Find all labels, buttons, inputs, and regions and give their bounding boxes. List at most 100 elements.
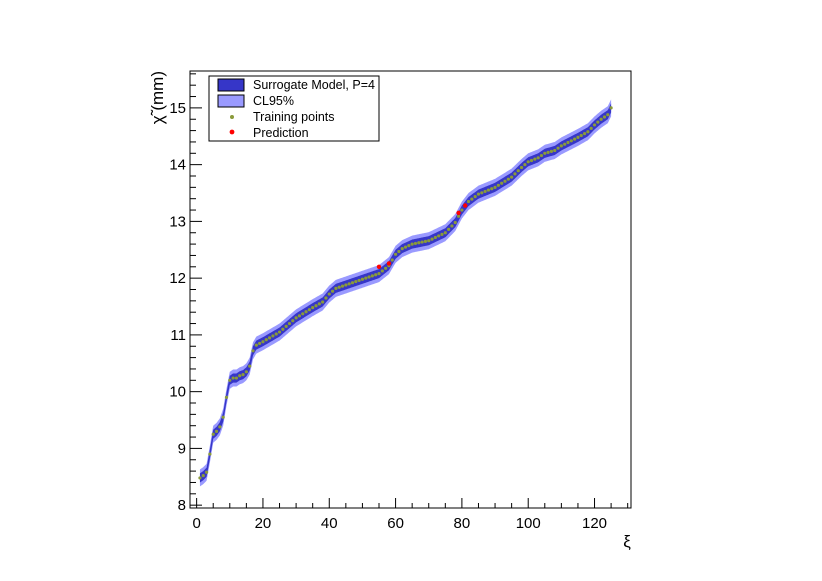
x-axis: 0 20 40 60 80 100 120 xyxy=(192,498,629,532)
training-point xyxy=(254,343,258,347)
training-point xyxy=(218,425,222,429)
y-tick-label: 14 xyxy=(169,157,186,174)
legend-marker-training xyxy=(230,115,234,119)
legend-label-surrogate-model: Surrogate Model, P=4 xyxy=(253,78,375,92)
training-point xyxy=(211,432,215,436)
training-point xyxy=(420,240,424,244)
training-point xyxy=(354,279,358,284)
training-point xyxy=(364,276,368,280)
prediction-point xyxy=(386,261,392,266)
training-point xyxy=(579,133,583,138)
training-point xyxy=(204,470,209,474)
training-point xyxy=(450,224,454,228)
training-point xyxy=(367,275,371,279)
training-point xyxy=(304,310,308,314)
training-point xyxy=(476,192,481,196)
training-point xyxy=(559,144,563,148)
training-point xyxy=(344,283,348,287)
y-tick-label: 12 xyxy=(169,270,186,287)
training-point xyxy=(317,302,321,306)
training-point xyxy=(430,237,434,241)
training-point xyxy=(417,241,421,245)
training-point xyxy=(244,370,248,374)
training-point xyxy=(360,277,365,281)
training-point xyxy=(483,189,487,194)
training-point xyxy=(496,183,500,187)
training-point xyxy=(460,208,464,212)
training-point xyxy=(340,284,345,288)
legend-label-prediction: Prediction xyxy=(253,126,309,140)
training-point xyxy=(277,330,282,334)
training-point xyxy=(523,163,527,167)
training-point xyxy=(569,139,573,143)
training-point xyxy=(589,126,593,130)
training-point xyxy=(238,374,242,378)
training-point xyxy=(324,296,328,300)
y-tick-label: 8 xyxy=(178,497,186,514)
training-point xyxy=(231,376,235,380)
training-point xyxy=(221,415,225,419)
training-point xyxy=(380,269,384,273)
training-point xyxy=(281,327,285,331)
training-point xyxy=(440,232,444,236)
y-tick-label: 10 xyxy=(169,384,186,401)
training-point xyxy=(314,304,318,308)
training-point xyxy=(427,239,431,243)
training-point xyxy=(539,153,544,158)
training-point xyxy=(330,289,335,293)
training-point xyxy=(400,247,404,251)
legend-label-training: Training points xyxy=(253,110,335,124)
training-points xyxy=(198,106,613,480)
training-point xyxy=(258,341,262,346)
training-point xyxy=(201,474,205,478)
training-point xyxy=(536,156,540,160)
training-point xyxy=(592,123,597,127)
training-point xyxy=(357,278,361,283)
training-point xyxy=(334,286,338,290)
training-point xyxy=(228,378,232,382)
training-point xyxy=(543,151,547,155)
training-point xyxy=(377,272,381,276)
training-point xyxy=(516,169,520,173)
training-point xyxy=(556,146,560,150)
training-point xyxy=(347,282,351,286)
x-tick-label: 0 xyxy=(192,515,200,532)
training-point xyxy=(407,244,411,248)
training-point xyxy=(264,338,268,342)
training-point xyxy=(586,130,590,134)
training-point xyxy=(311,306,315,310)
training-point xyxy=(533,157,537,161)
y-axis-title: χ̃ (mm) xyxy=(148,71,167,124)
training-point xyxy=(566,140,570,145)
training-point xyxy=(529,158,534,163)
training-point xyxy=(234,376,239,380)
training-point xyxy=(271,334,275,338)
training-point xyxy=(267,336,272,340)
training-point xyxy=(274,332,278,336)
x-tick-label: 60 xyxy=(387,515,404,532)
y-axis: 8 9 10 11 12 13 14 15 xyxy=(169,73,202,514)
legend-swatch-cl95 xyxy=(217,94,245,108)
training-point xyxy=(337,285,341,289)
training-point xyxy=(513,172,517,176)
training-point xyxy=(582,132,587,136)
training-point xyxy=(546,150,550,154)
training-point xyxy=(606,113,610,117)
training-point xyxy=(576,135,580,139)
training-point xyxy=(493,185,497,189)
training-point xyxy=(480,191,484,195)
training-point xyxy=(486,188,491,192)
training-point xyxy=(214,429,219,433)
x-tick-label: 40 xyxy=(321,515,338,532)
training-point xyxy=(397,249,401,254)
prediction-points xyxy=(376,203,468,269)
training-point xyxy=(307,308,311,312)
training-point xyxy=(453,220,457,225)
training-point xyxy=(470,197,474,201)
training-point xyxy=(553,148,557,153)
training-point xyxy=(350,281,355,285)
training-point xyxy=(241,373,245,377)
training-point xyxy=(609,106,613,110)
